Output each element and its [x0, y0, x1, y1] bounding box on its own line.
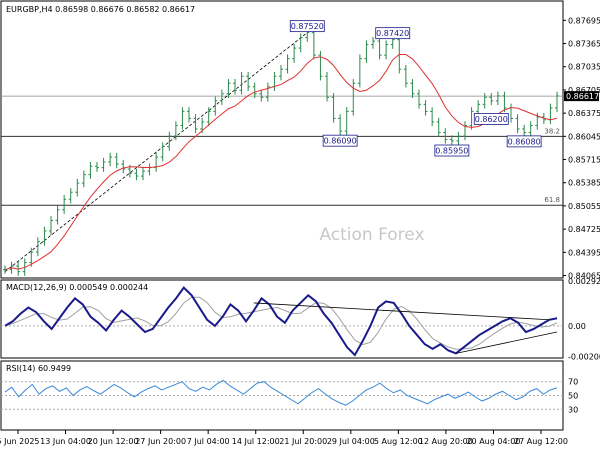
annotation-label: 0.87520 — [291, 22, 324, 31]
macd-trendline — [455, 331, 558, 354]
price-tick-label: 0.85715 — [568, 156, 600, 165]
macd-trendline — [253, 302, 550, 321]
time-tick-label: 13 Jun 04:00 — [40, 437, 91, 446]
annotation-box — [289, 20, 325, 33]
time-tick-label: 27 Aug 12:00 — [514, 437, 568, 446]
fib-label: 38.2 — [544, 127, 560, 135]
time-tick-label: 20 Aug 04:00 — [466, 437, 520, 446]
price-tick-label: 0.84395 — [568, 248, 600, 257]
rsi-tick-label: 50 — [568, 392, 578, 401]
rsi-title: RSI(14) 60.9499 — [6, 364, 71, 373]
price-panel: EURGBP,H4 0.86598 0.86676 0.86582 0.8661… — [0, 0, 600, 281]
macd-tick-label: 0.00 — [568, 322, 586, 331]
time-tick-label: 14 Jul 12:00 — [232, 437, 280, 446]
macd-title: MACD(12,26,9) 0.000549 0.000244 — [6, 283, 148, 292]
price-tick-label: 0.84065 — [568, 272, 600, 281]
rsi-panel: RSI(14) 60.9499 70 50 30 — [0, 360, 578, 431]
price-tick-label: 0.85055 — [568, 202, 600, 211]
rsi-line — [4, 379, 558, 406]
fib-label: 61.8 — [544, 196, 560, 204]
annotation-label: 0.87420 — [376, 29, 409, 38]
macd-line — [4, 286, 558, 357]
macd-panel: MACD(12,26,9) 0.000549 0.000244 0.002925 0… — [0, 277, 600, 362]
price-tick-label: 0.87035 — [568, 63, 600, 72]
price-tick-label: 0.86045 — [568, 132, 600, 141]
price-tick-label: 0.87695 — [568, 16, 600, 25]
watermark: Action Forex — [319, 225, 424, 245]
annotation-box — [434, 144, 470, 157]
annotation-box — [506, 135, 542, 148]
price-frame — [0, 0, 564, 279]
macd-tick-label: -0.002002 — [568, 353, 600, 362]
annotation-box — [375, 27, 411, 40]
annotation-label: 0.86090 — [324, 137, 357, 146]
annotation-label: 0.86200 — [475, 115, 508, 124]
time-tick-label: 21 Jul 20:00 — [279, 437, 327, 446]
rsi-tick-label: 30 — [568, 405, 578, 414]
annotation-label: 0.85950 — [435, 147, 468, 156]
time-tick-label: 20 Jun 12:00 — [88, 437, 139, 446]
price-tick-label: 0.86375 — [568, 109, 600, 118]
time-tick-label: 12 Aug 20:00 — [419, 437, 473, 446]
price-tick-label: 0.86705 — [568, 86, 600, 95]
annotation-box — [473, 113, 509, 125]
price-title: EURGBP,H4 0.86598 0.86676 0.86582 0.8661… — [6, 5, 195, 14]
annotation-label: 0.86080 — [508, 137, 541, 146]
last-price-label: 0.86617 — [566, 92, 599, 101]
price-tick-label: 0.84725 — [568, 225, 600, 234]
moving-average-line — [4, 54, 558, 271]
price-tick-label: 0.87365 — [568, 40, 600, 49]
time-tick-label: 5 Aug 12:00 — [374, 437, 423, 446]
last-price-tag — [564, 91, 599, 102]
time-tick-label: 5 Jun 2025 — [0, 437, 40, 446]
time-tick-label: 27 Jun 20:00 — [135, 437, 186, 446]
annotation-box — [322, 134, 358, 147]
macd-tick-label: 0.002925 — [568, 277, 600, 286]
price-tick-label: 0.85385 — [568, 179, 600, 188]
trendline — [4, 32, 308, 272]
time-tick-label: 7 Jul 04:00 — [187, 437, 230, 446]
rsi-tick-label: 70 — [568, 378, 578, 387]
time-tick-label: 29 Jul 04:00 — [327, 437, 375, 446]
macd-signal-line — [4, 296, 558, 350]
